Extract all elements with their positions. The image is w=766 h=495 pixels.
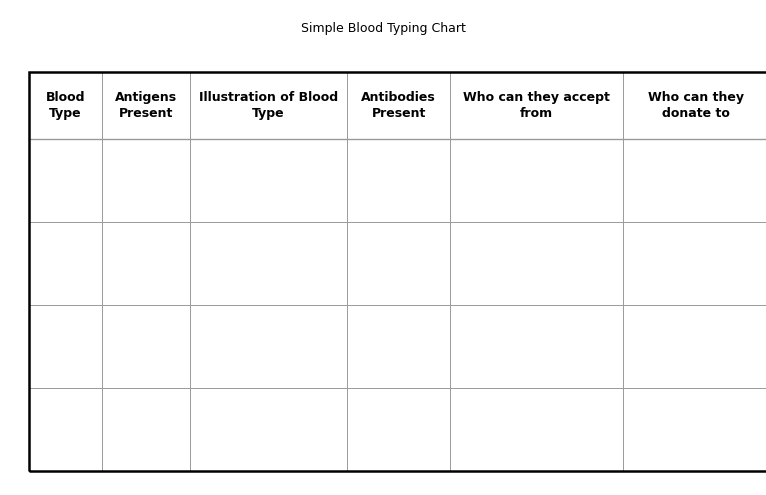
- Text: Antigens
Present: Antigens Present: [115, 91, 177, 120]
- Bar: [29, 72, 766, 471]
- Text: Who can they
donate to: Who can they donate to: [647, 91, 744, 120]
- Text: Who can they accept
from: Who can they accept from: [463, 91, 610, 120]
- Text: Illustration of Blood
Type: Illustration of Blood Type: [199, 91, 338, 120]
- Text: Antibodies
Present: Antibodies Present: [362, 91, 436, 120]
- Text: Blood
Type: Blood Type: [46, 91, 85, 120]
- Text: Simple Blood Typing Chart: Simple Blood Typing Chart: [300, 22, 466, 35]
